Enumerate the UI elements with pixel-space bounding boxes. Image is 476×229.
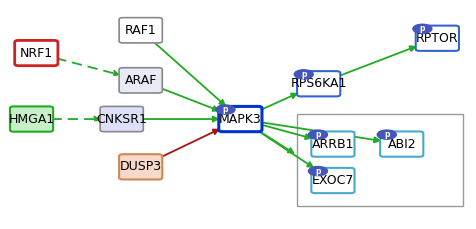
FancyBboxPatch shape	[10, 106, 53, 132]
Text: DUSP3: DUSP3	[119, 160, 162, 173]
Text: EXOC7: EXOC7	[312, 174, 354, 187]
Text: NRF1: NRF1	[20, 46, 53, 60]
Bar	[298, 114, 464, 206]
FancyBboxPatch shape	[416, 26, 459, 51]
FancyBboxPatch shape	[297, 71, 340, 96]
Text: HMGA1: HMGA1	[9, 112, 55, 125]
Text: ARRB1: ARRB1	[312, 138, 354, 151]
Circle shape	[377, 130, 397, 139]
FancyBboxPatch shape	[119, 18, 162, 43]
Text: CNKSR1: CNKSR1	[96, 112, 147, 125]
Text: p: p	[315, 166, 321, 176]
Text: p: p	[301, 70, 307, 79]
FancyBboxPatch shape	[219, 106, 262, 132]
Circle shape	[413, 24, 432, 33]
FancyBboxPatch shape	[380, 131, 423, 157]
Circle shape	[308, 166, 327, 176]
Text: ABI2: ABI2	[387, 138, 416, 151]
Text: RPS6KA1: RPS6KA1	[290, 77, 347, 90]
Text: RAF1: RAF1	[125, 24, 157, 37]
FancyBboxPatch shape	[311, 168, 355, 193]
Text: p: p	[223, 105, 228, 114]
FancyBboxPatch shape	[100, 106, 143, 132]
FancyBboxPatch shape	[119, 154, 162, 180]
Text: MAPK3: MAPK3	[219, 112, 262, 125]
Circle shape	[216, 105, 235, 114]
Text: RPTOR: RPTOR	[416, 32, 459, 45]
Text: ARAF: ARAF	[125, 74, 157, 87]
Circle shape	[294, 70, 313, 79]
Text: p: p	[420, 24, 425, 33]
Circle shape	[308, 130, 327, 139]
FancyBboxPatch shape	[311, 131, 355, 157]
Text: p: p	[384, 130, 389, 139]
FancyBboxPatch shape	[119, 68, 162, 93]
FancyBboxPatch shape	[15, 40, 58, 66]
Text: p: p	[315, 130, 321, 139]
